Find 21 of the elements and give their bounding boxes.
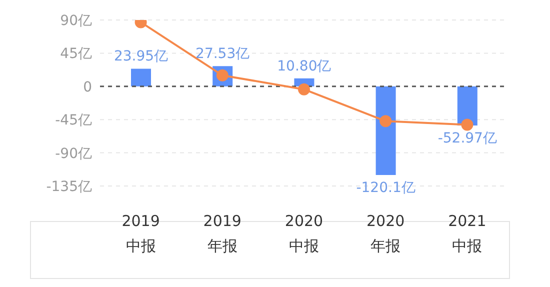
data-label: 10.80亿: [277, 58, 332, 74]
x-tick-label: 2019 中报: [122, 212, 160, 255]
y-tick-label: -90亿: [55, 146, 92, 162]
x-tick-label: 2020 中报: [284, 212, 324, 255]
data-label: 23.95亿: [114, 48, 168, 65]
point: [298, 83, 310, 96]
y-tick-label: -135亿: [46, 178, 92, 195]
y-tick-label: 0: [83, 79, 92, 96]
data-label: -52.97亿: [438, 130, 497, 146]
bar: [131, 68, 151, 86]
point: [461, 118, 474, 131]
x-tick-label: 2020 年报: [366, 212, 405, 255]
data-label: 27.53亿: [196, 46, 250, 62]
x-tick-label: 2019 年报: [203, 212, 242, 255]
x-tick-label: 2021 中报: [448, 212, 486, 255]
y-tick-label: -45亿: [55, 112, 92, 129]
y-tick-label: 90亿: [60, 12, 92, 29]
bar: [376, 86, 396, 176]
y-tick-label: 45亿: [60, 46, 92, 62]
point: [380, 115, 392, 128]
data-label: -120.1亿: [356, 180, 416, 196]
